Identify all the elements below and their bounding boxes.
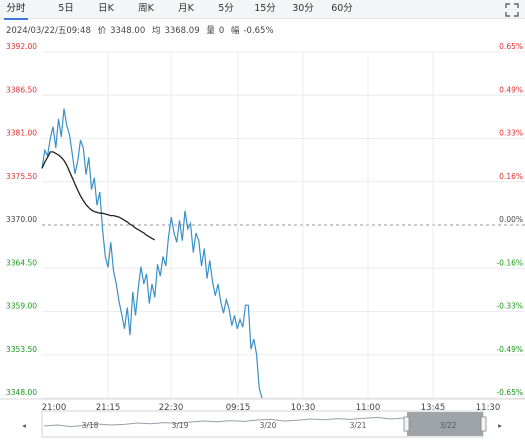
y-axis-label: 3375.50 bbox=[6, 172, 37, 181]
pct-axis-label: 0.65% bbox=[499, 42, 523, 51]
quote-datetime: 2024/03/22/五09:48 bbox=[6, 26, 91, 36]
avg-series-line bbox=[41, 151, 156, 241]
y-axis-label: 3386.50 bbox=[6, 85, 37, 94]
tab-5min[interactable]: 5分 bbox=[218, 3, 234, 14]
volume-value: 0 bbox=[218, 26, 225, 36]
tab-60min[interactable]: 60分 bbox=[331, 3, 353, 14]
x-axis-label: 22:30 bbox=[159, 403, 184, 413]
tab-weekly-k[interactable]: 周K bbox=[138, 3, 154, 14]
tab-intraday[interactable]: 分时 bbox=[4, 1, 28, 20]
y-axis-label: 3348.00 bbox=[6, 388, 37, 397]
pct-axis-label: 0.49% bbox=[499, 85, 523, 94]
navigator-date-label: 3/18 bbox=[82, 421, 99, 430]
tab-5day[interactable]: 5日 bbox=[58, 3, 74, 14]
navigator-date-label: 3/22 bbox=[440, 421, 457, 430]
pct-axis-label: 0.00% bbox=[499, 215, 523, 224]
expand-icon[interactable] bbox=[505, 2, 519, 17]
x-axis-label: 11:00 bbox=[356, 403, 381, 413]
y-axis-label: 3370.00 bbox=[6, 215, 37, 224]
pct-axis-label: -0.16% bbox=[496, 258, 523, 267]
price-value: 3348.00 bbox=[110, 26, 146, 36]
change-value: -0.65% bbox=[243, 26, 274, 36]
x-axis-label: 13:45 bbox=[421, 403, 446, 413]
x-axis-label: 10:30 bbox=[291, 403, 316, 413]
y-axis-label: 3353.50 bbox=[6, 345, 37, 354]
avg-label: 均 bbox=[151, 26, 161, 36]
price-label: 价 bbox=[97, 26, 107, 36]
tab-15min[interactable]: 15分 bbox=[254, 3, 276, 14]
navigator-selection[interactable] bbox=[407, 412, 483, 436]
price-series-line bbox=[41, 108, 263, 399]
x-axis-label: 21:15 bbox=[96, 403, 121, 413]
y-axis-label: 3359.00 bbox=[6, 302, 37, 311]
navigator-date-label: 3/19 bbox=[172, 421, 189, 430]
change-label: 幅 bbox=[230, 26, 240, 36]
chart-tab-bar: 分时 5日 日K 周K 月K 5分 15分 30分 60分 bbox=[0, 0, 525, 20]
y-axis-label: 3392.00 bbox=[6, 42, 37, 51]
tab-daily-k[interactable]: 日K bbox=[98, 3, 114, 14]
y-axis-label: 3381.00 bbox=[6, 129, 37, 138]
navigator-left-arrow-icon[interactable]: ◂ bbox=[22, 421, 26, 430]
x-axis-label: 09:15 bbox=[226, 403, 251, 413]
navigator-mini-curve bbox=[43, 416, 405, 428]
pct-axis-label: -0.33% bbox=[496, 302, 523, 311]
pct-axis-label: -0.65% bbox=[496, 388, 523, 397]
avg-value: 3368.09 bbox=[164, 26, 200, 36]
pct-axis-label: -0.49% bbox=[496, 345, 523, 354]
tab-30min[interactable]: 30分 bbox=[292, 3, 314, 14]
y-axis-label: 3364.50 bbox=[6, 258, 37, 267]
x-axis-label: 21:00 bbox=[42, 403, 67, 413]
x-axis-label: 11:30 bbox=[476, 403, 501, 413]
tab-monthly-k[interactable]: 月K bbox=[178, 3, 194, 14]
navigator-right-handle[interactable] bbox=[480, 416, 487, 432]
volume-label: 量 bbox=[206, 26, 215, 36]
navigator-date-label: 3/21 bbox=[350, 421, 367, 430]
pct-axis-label: 0.16% bbox=[499, 172, 523, 181]
navigator-right-arrow-icon[interactable]: ▸ bbox=[498, 421, 502, 430]
navigator-date-label: 3/20 bbox=[260, 421, 277, 430]
pct-axis-label: 0.33% bbox=[499, 129, 523, 138]
navigator-left-handle[interactable] bbox=[403, 416, 410, 432]
